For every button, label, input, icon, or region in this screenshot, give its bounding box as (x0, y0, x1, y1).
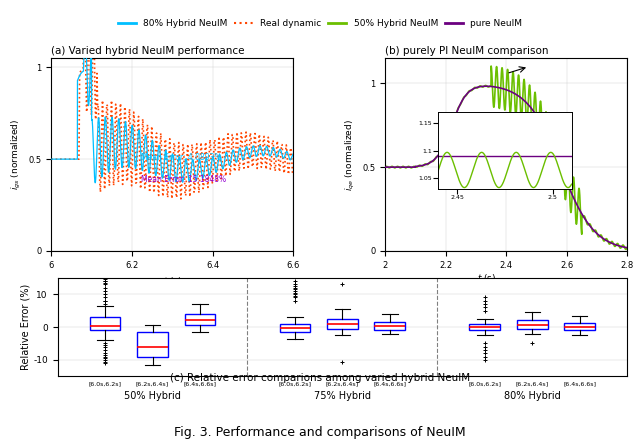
Legend: 80% Hybrid NeuIM, Real dynamic, 50% Hybrid NeuIM, pure NeuIM: 80% Hybrid NeuIM, Real dynamic, 50% Hybr… (114, 16, 526, 32)
Text: (b) purely PI NeuIM comparison: (b) purely PI NeuIM comparison (385, 46, 548, 56)
Text: [6.0s,6.2s]: [6.0s,6.2s] (278, 381, 312, 386)
Text: [6.2s,6.4s]: [6.2s,6.4s] (516, 381, 549, 386)
Y-axis label: $i_{gs}$ (normalized): $i_{gs}$ (normalized) (10, 119, 23, 190)
PathPatch shape (469, 324, 500, 330)
Y-axis label: $i_{qe}$ (normalized): $i_{qe}$ (normalized) (344, 119, 356, 190)
X-axis label: $t$ (s): $t$ (s) (163, 275, 182, 287)
Y-axis label: Relative Error (%): Relative Error (%) (20, 284, 30, 370)
PathPatch shape (517, 320, 548, 329)
Text: [6.0s,6.2s]: [6.0s,6.2s] (88, 381, 122, 386)
Text: 75% Hybrid: 75% Hybrid (314, 391, 371, 401)
Text: Mean Error: 15.1848%: Mean Error: 15.1848% (141, 175, 226, 184)
Text: Fig. 3. Performance and comparisons of NeuIM: Fig. 3. Performance and comparisons of N… (174, 426, 466, 439)
Text: [6.2s,6.4s]: [6.2s,6.4s] (326, 381, 359, 386)
Text: [6.4s,6.6s]: [6.4s,6.6s] (373, 381, 406, 386)
Text: 50% Hybrid: 50% Hybrid (124, 391, 181, 401)
Text: (a) Varied hybrid NeuIM performance: (a) Varied hybrid NeuIM performance (51, 46, 244, 56)
Text: [6.0s,6.2s]: [6.0s,6.2s] (468, 381, 501, 386)
PathPatch shape (327, 319, 358, 329)
Text: [6.4s,6.6s]: [6.4s,6.6s] (184, 381, 216, 386)
Text: (c) Relative error comparions among varied hybrid NeuIM: (c) Relative error comparions among vari… (170, 373, 470, 383)
X-axis label: $t$ (s): $t$ (s) (477, 272, 497, 284)
PathPatch shape (280, 324, 310, 332)
Text: Mean Error: 4.0893%: Mean Error: 4.0893% (141, 153, 221, 162)
PathPatch shape (90, 317, 120, 330)
Text: [6.4s,6.6s]: [6.4s,6.6s] (563, 381, 596, 386)
Text: [6.2s,6.4s]: [6.2s,6.4s] (136, 381, 169, 386)
PathPatch shape (564, 323, 595, 330)
Text: 80% Hybrid: 80% Hybrid (504, 391, 561, 401)
PathPatch shape (374, 322, 405, 330)
PathPatch shape (184, 314, 216, 325)
PathPatch shape (137, 332, 168, 357)
